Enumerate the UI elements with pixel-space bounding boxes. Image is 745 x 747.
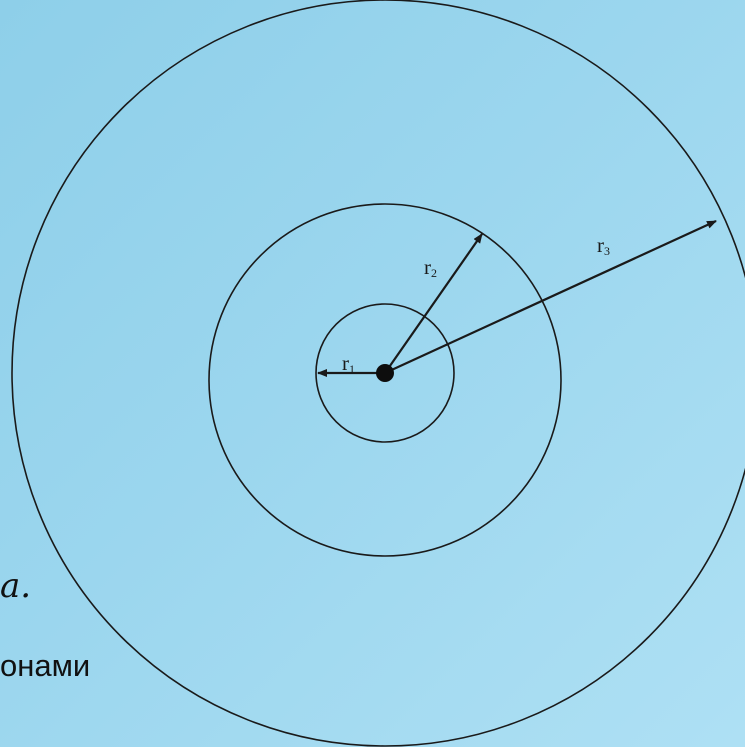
center-point (376, 364, 394, 382)
text-fragment: онами (0, 648, 91, 683)
middle-circle (208, 203, 562, 557)
radius-r3-arrow (384, 220, 717, 374)
r2-label: r2 (424, 255, 437, 280)
radius-r2-arrow (384, 233, 483, 374)
r1-label: r1 (342, 351, 355, 376)
inner-circle (315, 303, 455, 443)
formula-fragment: a. (0, 566, 32, 606)
r3-label: r3 (597, 233, 610, 258)
outer-circle (11, 0, 745, 747)
